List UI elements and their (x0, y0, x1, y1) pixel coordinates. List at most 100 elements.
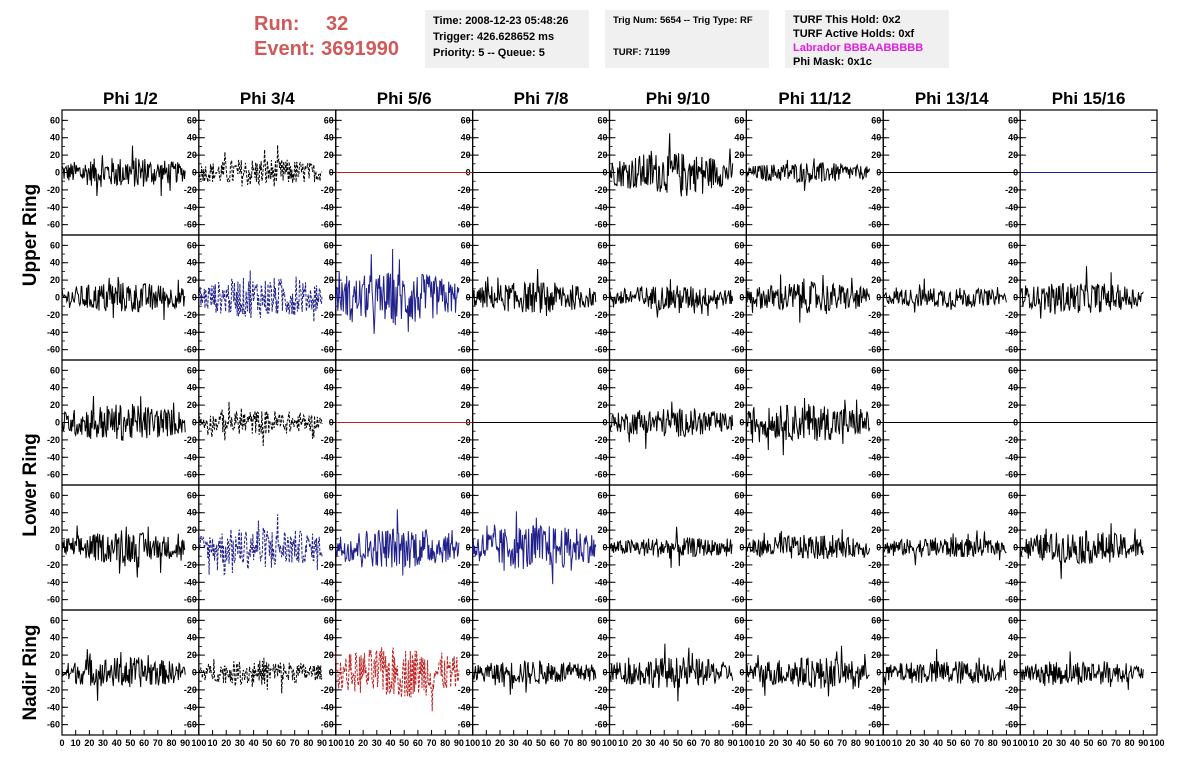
y-tick-label: -60 (458, 595, 471, 605)
waveform-line (745, 529, 871, 560)
column-title: Phi 11/12 (778, 89, 851, 108)
y-tick-label: 60 (461, 240, 471, 250)
y-tick-label: -20 (184, 185, 197, 195)
y-tick-label: -20 (731, 435, 744, 445)
y-tick-label: -20 (868, 685, 881, 695)
y-tick-label: 40 (187, 508, 197, 518)
y-tick-label: -20 (868, 435, 881, 445)
y-tick-label: 60 (324, 240, 334, 250)
waveform-line (882, 649, 1007, 686)
waveform-line (198, 270, 323, 322)
waveform-line (335, 248, 460, 334)
y-tick-label: -60 (731, 720, 744, 730)
waveform-line (472, 511, 597, 585)
y-tick-label: -60 (458, 720, 471, 730)
y-tick-label: -60 (868, 470, 881, 480)
y-tick-label: 40 (734, 258, 744, 268)
x-tick-label: 80 (440, 738, 450, 748)
y-tick-label: 20 (1008, 650, 1018, 660)
y-tick-label: -40 (458, 452, 471, 462)
x-tick-label: 10 (208, 738, 218, 748)
y-tick-label: -20 (731, 310, 744, 320)
y-tick-label: 40 (461, 133, 471, 143)
y-tick-label: -40 (47, 327, 60, 337)
y-tick-label: -60 (321, 470, 334, 480)
y-tick-label: 60 (734, 365, 744, 375)
y-tick-label: -60 (731, 220, 744, 230)
y-tick-label: 40 (324, 383, 334, 393)
y-tick-label: 40 (1008, 383, 1018, 393)
y-tick-label: -60 (731, 470, 744, 480)
y-tick-label: 0 (739, 168, 744, 178)
x-tick-label: 60 (550, 738, 560, 748)
y-tick-label: -60 (184, 345, 197, 355)
y-tick-label: -40 (868, 702, 881, 712)
y-tick-label: 60 (734, 490, 744, 500)
y-tick-label: 40 (597, 258, 607, 268)
y-tick-label: 60 (871, 490, 881, 500)
y-tick-label: -20 (47, 685, 60, 695)
y-tick-label: -60 (1005, 470, 1018, 480)
y-tick-label: -60 (1005, 720, 1018, 730)
y-tick-label: 60 (597, 240, 607, 250)
y-tick-label: -20 (458, 185, 471, 195)
y-tick-label: 60 (187, 490, 197, 500)
y-tick-label: -20 (1005, 560, 1018, 570)
y-tick-label: -60 (868, 345, 881, 355)
y-tick-label: 60 (871, 365, 881, 375)
y-tick-label: 20 (871, 650, 881, 660)
waveform-line (609, 279, 734, 318)
y-tick-label: -40 (731, 577, 744, 587)
y-tick-label: 60 (871, 115, 881, 125)
y-tick-label: 40 (597, 383, 607, 393)
x-tick-label: 70 (290, 738, 300, 748)
y-tick-label: -40 (321, 702, 334, 712)
y-tick-label: -20 (184, 560, 197, 570)
y-tick-label: 0 (466, 293, 471, 303)
turf-hold-text: TURF This Hold: 0x2 (793, 14, 901, 26)
y-tick-label: 20 (1008, 525, 1018, 535)
y-tick-label: 20 (324, 275, 334, 285)
x-tick-label: 30 (919, 738, 929, 748)
y-tick-label: -40 (458, 577, 471, 587)
x-tick-label: 70 (1111, 738, 1121, 748)
y-tick-label: -40 (1005, 327, 1018, 337)
x-tick-label: 10 (892, 738, 902, 748)
y-tick-label: 20 (597, 275, 607, 285)
y-tick-label: 60 (50, 365, 60, 375)
x-tick-label: 40 (112, 738, 122, 748)
y-tick-label: 40 (50, 633, 60, 643)
y-tick-label: -60 (1005, 595, 1018, 605)
y-tick-label: 40 (871, 258, 881, 268)
waveform-line (335, 509, 460, 576)
y-tick-label: -60 (868, 720, 881, 730)
y-tick-label: 60 (871, 615, 881, 625)
y-tick-label: -60 (184, 470, 197, 480)
x-tick-label: 50 (125, 738, 135, 748)
y-tick-label: 60 (50, 115, 60, 125)
y-tick-label: -60 (47, 720, 60, 730)
trigger-text: Trigger: 426.628652 ms (433, 31, 555, 43)
x-tick-label: 30 (98, 738, 108, 748)
y-tick-label: 40 (1008, 258, 1018, 268)
y-tick-label: 0 (329, 668, 334, 678)
y-tick-label: 60 (1008, 365, 1018, 375)
y-tick-label: 20 (324, 525, 334, 535)
y-tick-label: -20 (184, 310, 197, 320)
waveform-line (609, 133, 734, 197)
y-tick-label: 40 (871, 633, 881, 643)
waveform-line (472, 660, 597, 695)
waveform-line (745, 645, 870, 697)
y-tick-label: 40 (1008, 633, 1018, 643)
run-event-header: Run: 32 Event: 3691990 (254, 12, 399, 62)
y-tick-label: 40 (187, 383, 197, 393)
y-tick-label: -40 (184, 577, 197, 587)
y-tick-label: -20 (321, 185, 334, 195)
labrador-text: Labrador BBBAABBBBB (793, 42, 924, 54)
y-tick-label: 0 (876, 168, 881, 178)
x-tick-label: 60 (823, 738, 833, 748)
priority-text: Priority: 5 -- Queue: 5 (433, 47, 545, 59)
y-tick-label: 0 (466, 543, 471, 553)
y-tick-label: 20 (597, 525, 607, 535)
y-tick-label: 0 (329, 418, 334, 428)
